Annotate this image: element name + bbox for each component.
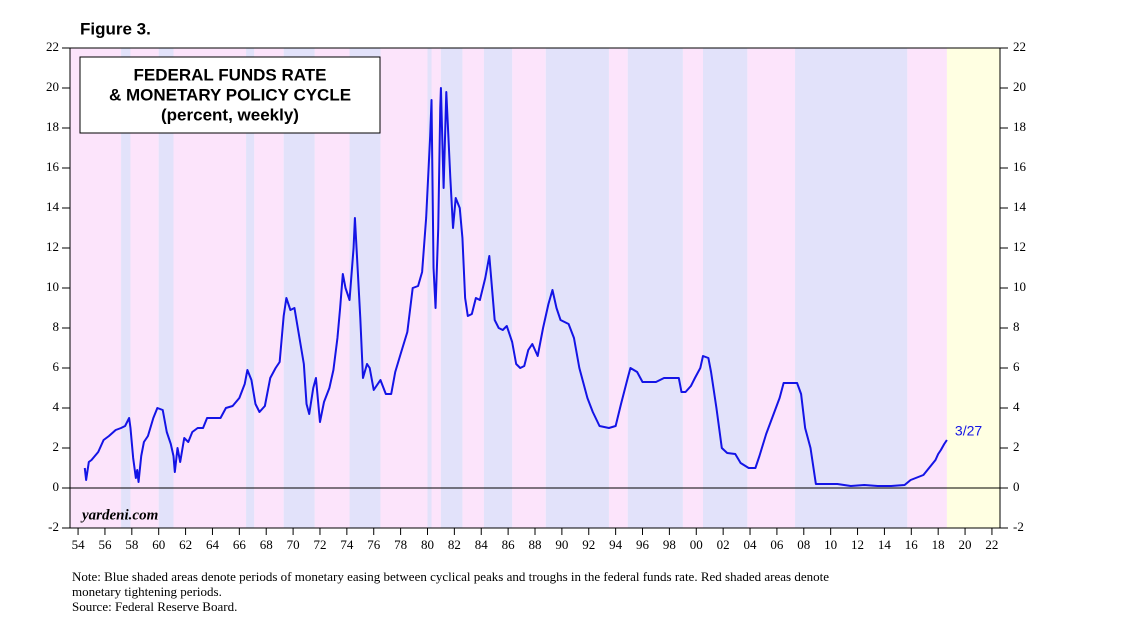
x-tick-label: 70 — [287, 537, 300, 552]
x-tick-label: 66 — [233, 537, 247, 552]
y-tick-label: 10 — [1013, 279, 1026, 294]
tightening-band — [512, 48, 546, 528]
x-tick-label: 56 — [98, 537, 112, 552]
y-tick-label: -2 — [1013, 519, 1024, 534]
x-tick-label: 08 — [797, 537, 810, 552]
tightening-band — [608, 48, 628, 528]
y-tick-label: 4 — [53, 399, 60, 414]
easing-band — [627, 48, 683, 528]
easing-band — [158, 48, 174, 528]
easing-band — [545, 48, 609, 528]
x-tick-label: 16 — [905, 537, 919, 552]
y-tick-label: 16 — [1013, 159, 1027, 174]
x-tick-label: 64 — [206, 537, 220, 552]
y-tick-label: 12 — [46, 239, 59, 254]
x-tick-label: 58 — [125, 537, 138, 552]
x-tick-label: 20 — [959, 537, 972, 552]
tightening-band — [380, 48, 428, 528]
x-tick-label: 02 — [717, 537, 730, 552]
source: Source: Federal Reserve Board. — [72, 599, 237, 614]
y-tick-label: 10 — [46, 279, 59, 294]
y-tick-label: 14 — [1013, 199, 1027, 214]
x-tick-label: 90 — [555, 537, 568, 552]
note: monetary tightening periods. — [72, 584, 222, 599]
x-tick-label: 62 — [179, 537, 192, 552]
y-tick-label: 4 — [1013, 399, 1020, 414]
y-tick-label: 6 — [53, 359, 60, 374]
x-tick-label: 72 — [313, 537, 326, 552]
easing-band — [795, 48, 908, 528]
x-tick-label: 96 — [636, 537, 650, 552]
title-box — [79, 56, 381, 134]
x-tick-label: 76 — [367, 537, 381, 552]
y-tick-label: 2 — [1013, 439, 1020, 454]
y-tick-label: 2 — [53, 439, 60, 454]
end-annotation: 3/27 — [955, 423, 982, 439]
easing-band — [440, 48, 463, 528]
plot-frame — [69, 47, 1001, 529]
easing-band — [246, 48, 255, 528]
y-tick-label: -2 — [48, 519, 59, 534]
x-tick-label: 06 — [770, 537, 784, 552]
future-band — [946, 48, 1000, 528]
x-tick-label: 68 — [260, 537, 273, 552]
subtitle: (percent, weekly) — [161, 105, 299, 124]
x-tick-label: 98 — [663, 537, 676, 552]
easing-band — [483, 48, 513, 528]
tightening-band — [462, 48, 484, 528]
x-tick-label: 80 — [421, 537, 434, 552]
figure-label: Figure 3. — [80, 19, 151, 38]
note: Note: Blue shaded areas denote periods o… — [72, 569, 829, 584]
y-tick-label: 14 — [46, 199, 60, 214]
x-tick-label: 22 — [985, 537, 998, 552]
x-tick-label: 00 — [690, 537, 703, 552]
x-tick-label: 54 — [72, 537, 86, 552]
y-tick-label: 8 — [1013, 319, 1020, 334]
x-tick-label: 94 — [609, 537, 623, 552]
tightening-band — [907, 48, 947, 528]
y-tick-label: 22 — [46, 39, 59, 54]
y-tick-label: 20 — [1013, 79, 1026, 94]
y-tick-label: 20 — [46, 79, 59, 94]
x-tick-label: 12 — [851, 537, 864, 552]
x-tick-label: 92 — [582, 537, 595, 552]
x-tick-label: 60 — [152, 537, 165, 552]
easing-band — [702, 48, 748, 528]
y-tick-label: 0 — [1013, 479, 1020, 494]
y-tick-label: 18 — [46, 119, 59, 134]
x-tick-label: 18 — [932, 537, 945, 552]
title: FEDERAL FUNDS RATE — [134, 65, 327, 84]
x-tick-label: 86 — [502, 537, 516, 552]
rate-line — [83, 87, 948, 487]
x-tick-label: 82 — [448, 537, 461, 552]
title: & MONETARY POLICY CYCLE — [109, 85, 351, 104]
tightening-band — [747, 48, 796, 528]
watermark: yardeni.com — [80, 507, 158, 523]
x-tick-label: 04 — [744, 537, 758, 552]
x-tick-label: 14 — [878, 537, 892, 552]
y-tick-label: 22 — [1013, 39, 1026, 54]
y-tick-label: 0 — [53, 479, 60, 494]
x-tick-label: 78 — [394, 537, 407, 552]
x-tick-label: 74 — [340, 537, 354, 552]
y-tick-label: 18 — [1013, 119, 1026, 134]
easing-band — [427, 48, 432, 528]
x-tick-label: 84 — [475, 537, 489, 552]
y-tick-label: 16 — [46, 159, 60, 174]
x-tick-label: 10 — [824, 537, 837, 552]
y-tick-label: 8 — [53, 319, 60, 334]
easing-band — [121, 48, 131, 528]
tightening-band — [682, 48, 703, 528]
x-tick-label: 88 — [529, 537, 542, 552]
y-tick-label: 6 — [1013, 359, 1020, 374]
y-tick-label: 12 — [1013, 239, 1026, 254]
